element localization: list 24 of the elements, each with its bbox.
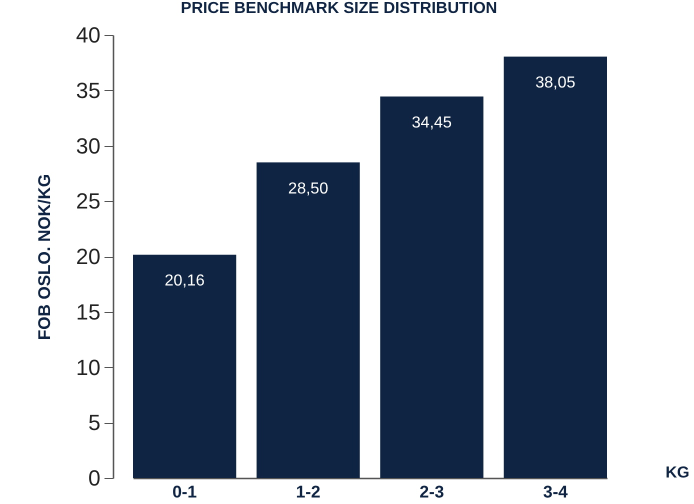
data-label: 28,50 [288, 180, 328, 198]
y-tick-label: 20 [76, 244, 100, 269]
chart-title: PRICE BENCHMARK SIZE DISTRIBUTION [180, 0, 498, 17]
x-tick-label: 1-2 [296, 482, 320, 502]
x-tick-label: 0-1 [172, 482, 197, 502]
y-tick-label: 40 [76, 22, 100, 48]
data-label: 34,45 [412, 114, 452, 132]
x-axis-title: KG [666, 464, 690, 482]
bar [504, 56, 607, 478]
y-tick-label: 10 [76, 354, 100, 380]
y-axis-title: FOB OSLO. NOK/KG [35, 174, 54, 340]
y-tick-label: 25 [76, 188, 100, 214]
x-tick-label: 3-4 [543, 482, 568, 502]
data-label: 38,05 [535, 74, 576, 92]
y-tick-label: 15 [76, 299, 100, 324]
bar [133, 254, 236, 478]
y-tick-label: 35 [76, 78, 100, 103]
data-label: 20,16 [164, 272, 205, 290]
y-tick-label: 5 [88, 410, 100, 436]
x-tick-label: 2-3 [420, 482, 444, 502]
bar [380, 96, 484, 478]
y-tick-label: 30 [76, 133, 100, 158]
y-tick-label: 0 [88, 466, 100, 490]
bar [256, 162, 360, 478]
